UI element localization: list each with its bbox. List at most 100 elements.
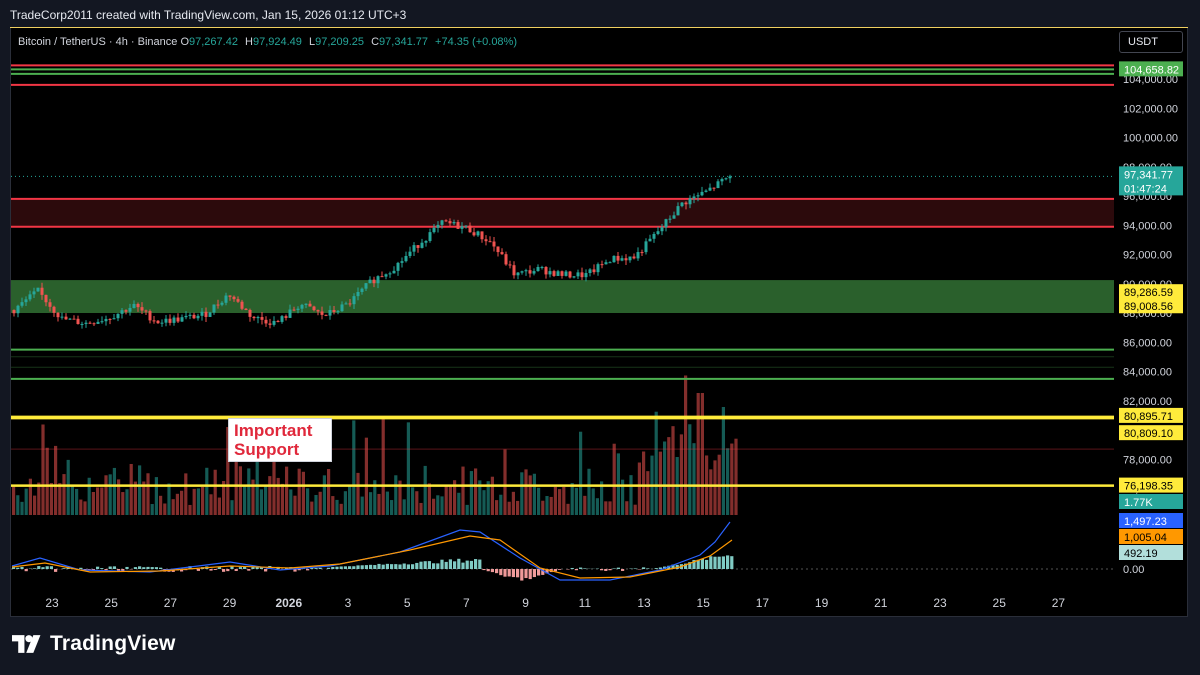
candle-body [368, 279, 372, 284]
candle-body [528, 270, 532, 274]
time-tick-label: 23 [45, 596, 59, 610]
axis-price-tag [1119, 61, 1183, 77]
macd-hist-bar [230, 566, 234, 569]
volume-bar [318, 491, 322, 515]
candle-body [212, 304, 216, 313]
volume-bar [104, 475, 108, 515]
volume-bar [301, 471, 305, 515]
macd-hist-bar [499, 569, 503, 576]
macd-hist-bar [478, 559, 482, 569]
macd-hist-bar [532, 569, 536, 578]
volume-bar [709, 469, 713, 515]
volume-bar [150, 504, 154, 515]
candle-body [536, 266, 540, 272]
candle-body [672, 215, 676, 219]
macd-value-tag [1119, 513, 1183, 528]
macd-hist-bar [226, 569, 230, 572]
time-tick-label: 25 [105, 596, 119, 610]
candle-body [464, 225, 468, 227]
volume-bar [482, 490, 486, 515]
candle-body [260, 317, 264, 320]
axis-price-tag-text: 97,341.77 [1124, 169, 1173, 181]
volume-bar [721, 407, 725, 515]
volume-bar [251, 479, 255, 515]
candle-body [12, 310, 16, 314]
candle-body [392, 270, 396, 274]
candle-body [48, 302, 52, 307]
candle-body [264, 319, 268, 324]
candle-body [632, 256, 636, 259]
volume-bar [138, 465, 142, 515]
volume-bar [142, 481, 146, 515]
axis-price-tag [1119, 298, 1183, 314]
volume-bar [663, 441, 667, 515]
macd-hist-bar [45, 566, 49, 569]
candle-body [224, 295, 228, 303]
candle-body [76, 318, 80, 325]
macd-hist-bar [314, 568, 318, 569]
volume-bar [364, 437, 368, 515]
macd-hist-bar [142, 567, 146, 569]
axis-price-tag [1119, 407, 1183, 423]
macd-hist-bar [209, 569, 213, 571]
volume-bar [734, 438, 738, 515]
close-value: 97,341.77 [379, 36, 428, 48]
volume-bar [360, 496, 364, 515]
low-value: 97,209.25 [315, 36, 365, 48]
macd-hist-bar [356, 565, 360, 569]
volume-bar [545, 496, 549, 515]
macd-hist-bar [553, 569, 557, 572]
macd-hist-bar [667, 565, 671, 569]
macd-hist-bar [444, 561, 448, 569]
macd-value-tag-text: 1,497.23 [1124, 516, 1167, 528]
candle-body [412, 245, 416, 252]
volume-bar [209, 494, 213, 515]
important-support-note[interactable]: Important Support [228, 418, 332, 462]
candle-body [408, 251, 412, 256]
candle-body [712, 187, 716, 189]
macd-hist-bar [293, 569, 297, 572]
axis-price-tag-text: 01:47:24 [1124, 183, 1167, 195]
symbol-legend[interactable]: Bitcoin / TetherUS · 4h · Binance O97,26… [18, 36, 521, 48]
axis-price-tag [1119, 166, 1183, 182]
note-line-2: Support [234, 440, 300, 459]
volume-bar [268, 476, 272, 515]
volume-bar [411, 487, 415, 515]
macd-hist-bar [381, 564, 385, 569]
candle-body [628, 256, 632, 261]
macd-hist-bar [700, 558, 704, 569]
candle-body [320, 311, 324, 315]
macd-hist-bar [545, 569, 549, 574]
axis-price-tag [1119, 477, 1183, 493]
volume-bar [259, 489, 263, 515]
volume-bar [700, 393, 704, 515]
candle-body [28, 294, 32, 300]
macd-hist-bar [54, 569, 58, 572]
macd-hist-bar [432, 563, 436, 569]
macd-hist-bar [423, 561, 427, 569]
candle-body [564, 271, 568, 276]
volume-bar [121, 492, 125, 515]
volume-bar [117, 479, 121, 515]
symbol-name[interactable]: Bitcoin / TetherUS · 4h · Binance [18, 36, 178, 48]
candle-body [360, 288, 364, 292]
price-tick-label: 100,000.00 [1123, 133, 1178, 145]
volume-bar [453, 480, 457, 515]
macd-hist-bar [616, 567, 620, 569]
volume-bar [461, 466, 465, 515]
candle-body [80, 323, 84, 325]
candle-body [252, 316, 256, 319]
volume-bar [322, 475, 326, 515]
currency-selector[interactable]: USDT [1119, 31, 1183, 53]
macd-hist-bar [234, 569, 238, 572]
candle-body [664, 219, 668, 228]
time-tick-label: 15 [697, 596, 711, 610]
volume-bar [100, 487, 104, 515]
macd-hist-bar [251, 566, 255, 569]
tradingview-brand[interactable]: TradingView [12, 632, 176, 656]
macd-hist-bar [503, 569, 507, 577]
macd-hist-bar [91, 569, 95, 570]
volume-bar [289, 489, 293, 515]
price-tick-label: 86,000.00 [1123, 337, 1172, 349]
